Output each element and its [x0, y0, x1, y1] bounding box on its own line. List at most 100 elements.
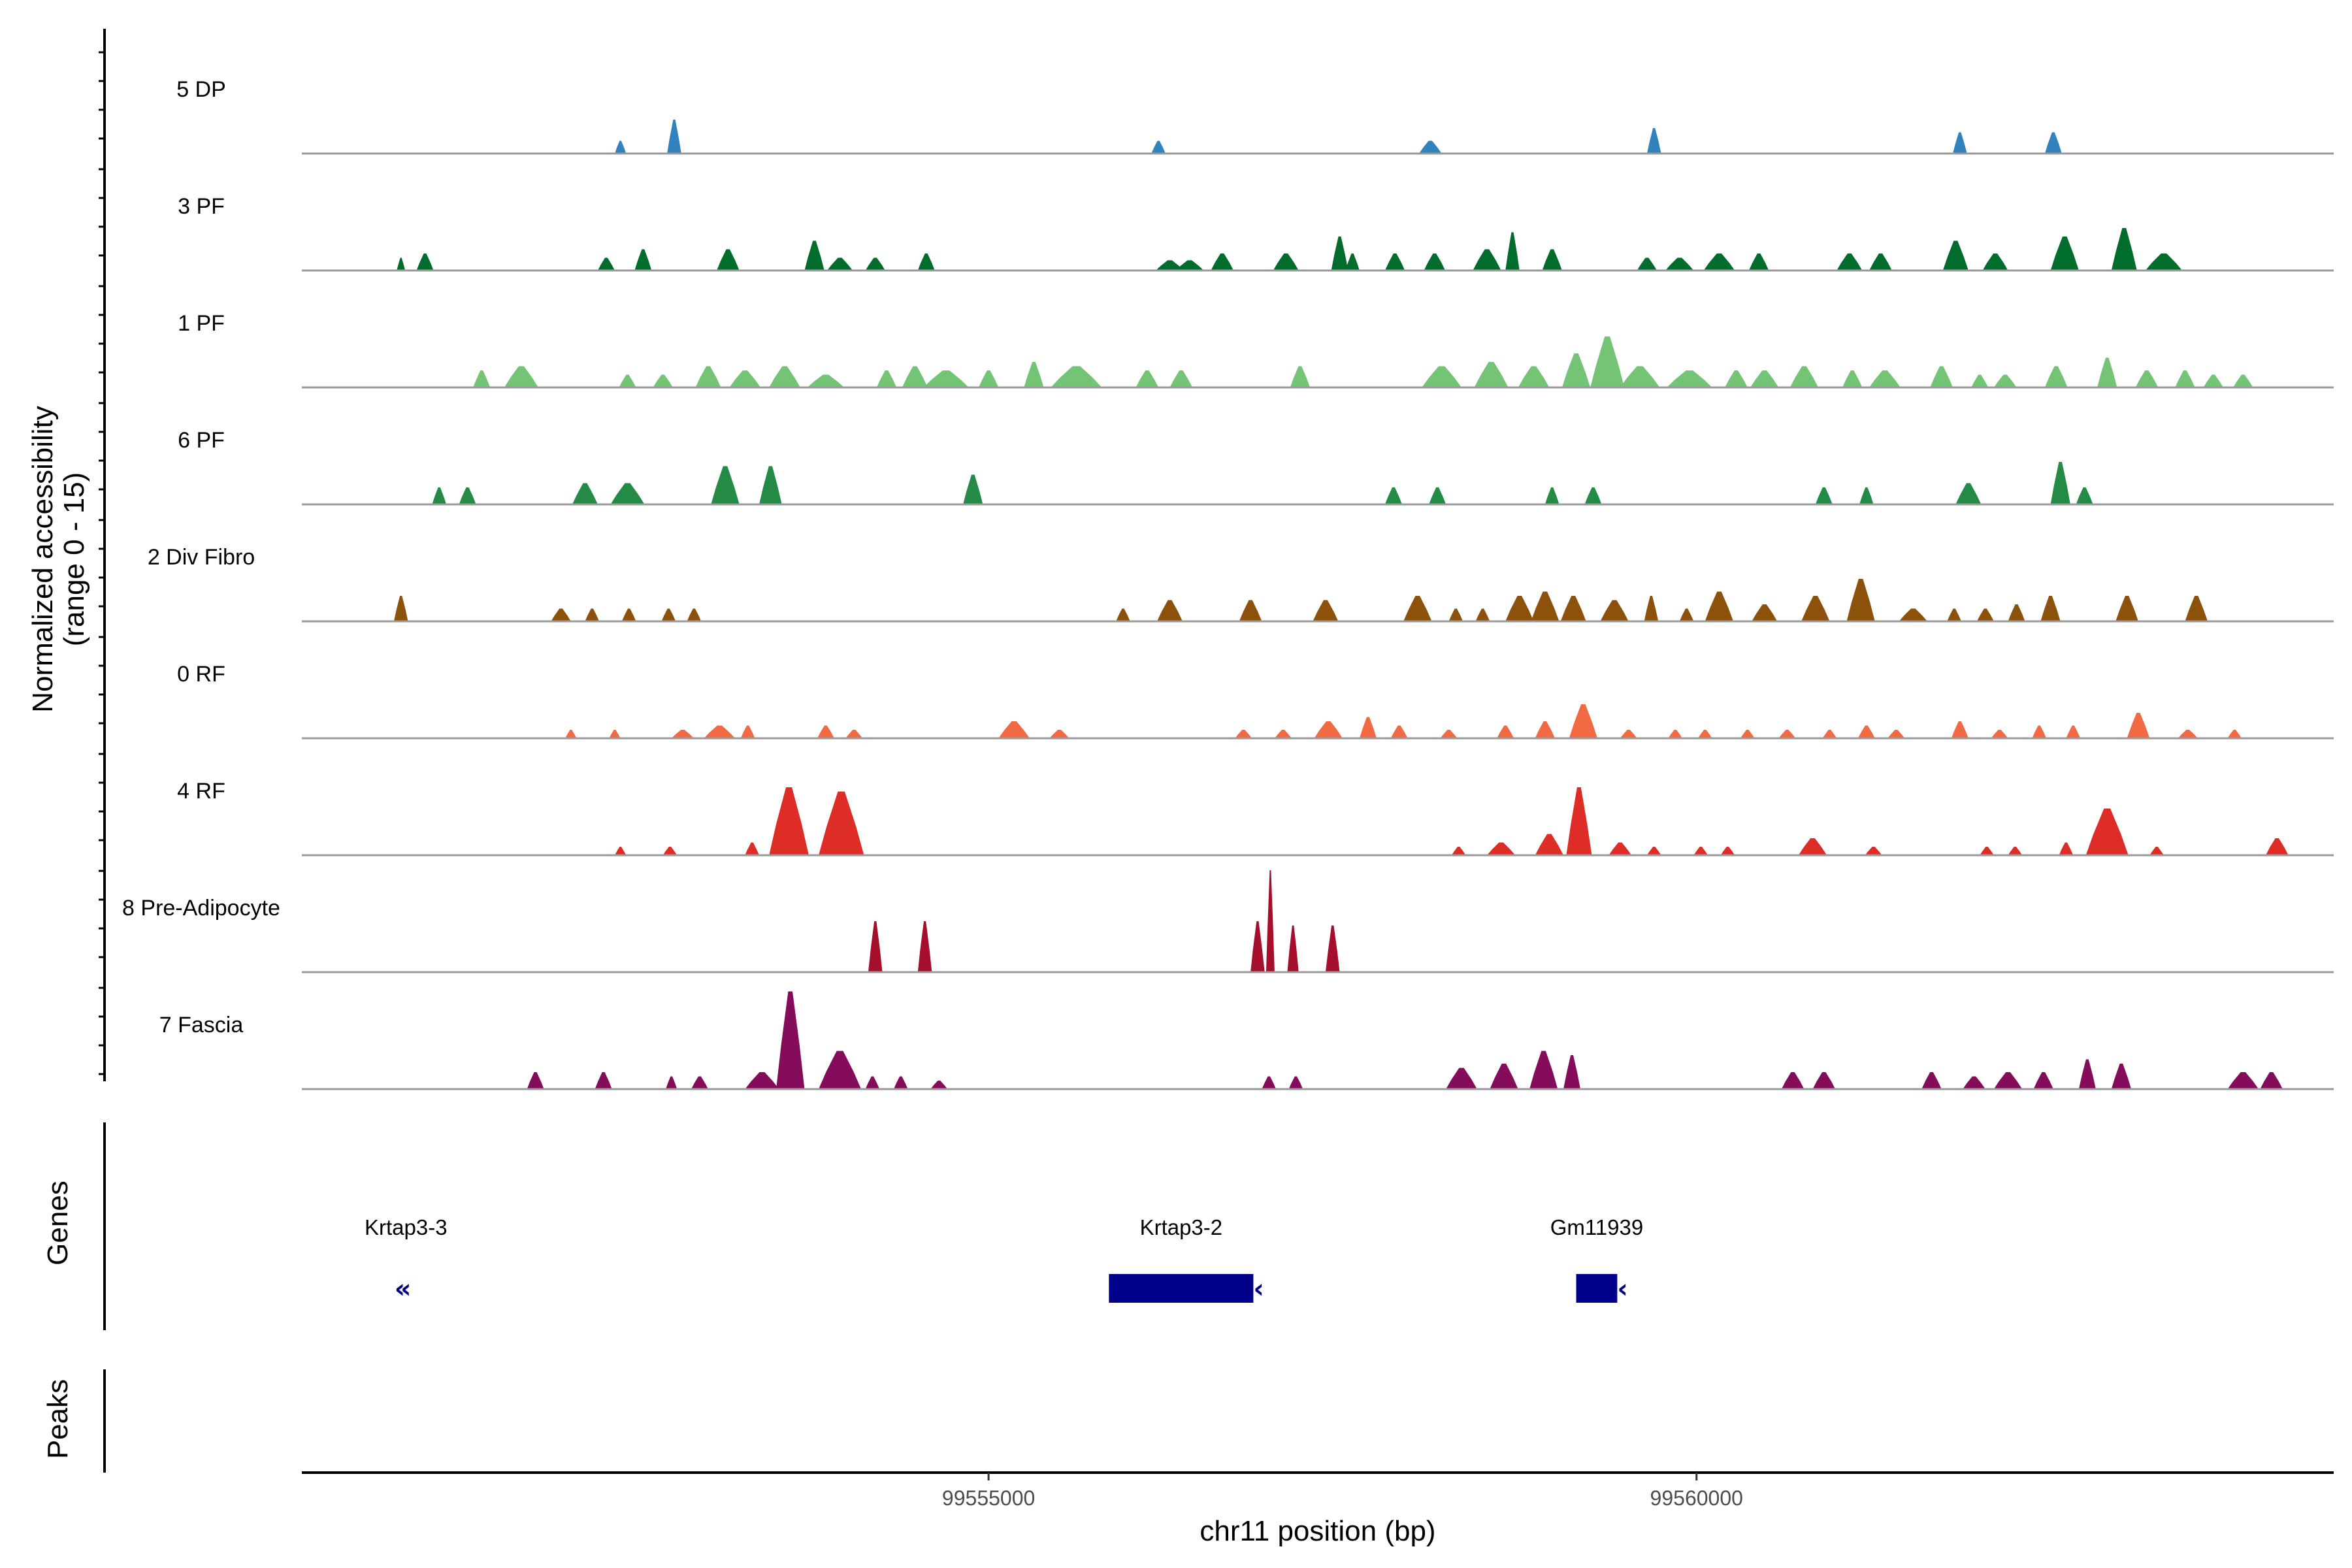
coverage-peak	[865, 257, 885, 270]
coverage-peak	[1314, 721, 1343, 738]
strand-arrow-icon: ‹	[1253, 1274, 1264, 1304]
x-tick-label: 99560000	[1650, 1486, 1743, 1510]
coverage-peak	[1542, 249, 1562, 270]
track-0-rf: 0 RF	[177, 662, 2334, 740]
coverage-peak	[1424, 253, 1446, 270]
coverage-peak	[1846, 579, 1875, 621]
coverage-peak	[1535, 834, 1563, 855]
coverage-peak	[1812, 1072, 1836, 1089]
coverage-peak	[1561, 353, 1591, 387]
coverage-peak	[1703, 253, 1735, 270]
coverage-peak	[1518, 366, 1550, 387]
coverage-peak	[1473, 249, 1501, 270]
coverage-peak	[1024, 362, 1044, 387]
coverage-peak	[1740, 730, 1755, 738]
coverage-peak	[2033, 1072, 2053, 1089]
coverage-peak	[807, 374, 845, 387]
coverage-peak	[1887, 730, 1905, 738]
coverage-peak	[1869, 370, 1901, 387]
coverage-peak	[397, 257, 406, 270]
coverage-peak	[1644, 596, 1659, 621]
coverage-peak	[1951, 721, 1968, 738]
gene-body	[1576, 1274, 1618, 1303]
gene-body	[1109, 1274, 1254, 1303]
coverage-peak	[1151, 140, 1166, 154]
coverage-peak	[711, 466, 740, 504]
coverage-peak	[1982, 253, 2008, 270]
coverage-peak	[2203, 374, 2223, 387]
coverage-peak	[2127, 713, 2150, 738]
coverage-peak	[717, 249, 740, 270]
coverage-peak	[769, 787, 809, 855]
coverage-peak	[504, 366, 538, 387]
coverage-peak	[2227, 1072, 2259, 1089]
coverage-peak	[695, 366, 721, 387]
coverage-peak	[1429, 487, 1446, 504]
track-6-pf: 6 PF	[178, 428, 2334, 506]
coverage-peak	[1440, 730, 1458, 738]
gene-label: Krtap3-2	[1140, 1215, 1223, 1239]
peaks-panel-title: Peaks	[42, 1379, 74, 1459]
coverage-peak	[1993, 1072, 2023, 1089]
genes-panel-title: Genes	[42, 1181, 74, 1266]
coverage-peak	[1955, 483, 1982, 504]
coverage-peak	[1490, 1064, 1518, 1089]
coverage-peak	[1403, 596, 1432, 621]
coverage-peak	[2178, 730, 2198, 738]
coverage-peak	[2227, 730, 2242, 738]
coverage-peak	[1584, 487, 1602, 504]
coverage-peak	[2233, 374, 2253, 387]
coverage-peak	[745, 1072, 779, 1089]
coverage-peak	[998, 721, 1030, 738]
coverage-peak	[845, 730, 863, 738]
coverage-peak	[621, 608, 636, 621]
coverage-peak	[1822, 730, 1837, 738]
gene-label: Gm11939	[1550, 1215, 1643, 1239]
coverage-peak	[817, 725, 834, 738]
track-label: 5 DP	[176, 77, 226, 102]
y-axis-title-line-2: (range 0 - 15)	[58, 472, 90, 647]
coverage-peak	[1869, 253, 1892, 270]
coverage-peak	[917, 253, 935, 270]
coverage-peak	[1390, 725, 1408, 738]
x-axis-title: chr11 position (bp)	[1200, 1515, 1435, 1547]
coverage-peak	[585, 608, 600, 621]
coverage-peak	[1529, 1051, 1558, 1089]
coverage-peak	[1331, 237, 1348, 270]
coverage-peak	[551, 608, 571, 621]
coverage-peak	[1963, 1076, 1985, 1089]
coverage-peak	[2097, 357, 2117, 387]
coverage-peak	[1345, 253, 1360, 270]
coverage-peak	[1859, 487, 1874, 504]
coverage-peak	[1505, 232, 1520, 270]
coverage-peak	[615, 140, 627, 154]
coverage-peak	[1725, 370, 1748, 387]
coverage-peak	[1980, 847, 1994, 855]
coverage-peak	[1921, 1072, 1942, 1089]
coverage-peak	[1250, 921, 1265, 972]
coverage-peak	[2111, 228, 2137, 270]
coverage-peak	[769, 366, 800, 387]
coverage-peak	[819, 1051, 862, 1089]
coverage-peak	[1359, 717, 1377, 738]
coverage-peak	[740, 725, 755, 738]
left-axes	[99, 29, 106, 1473]
gene-krtap3-3: « Krtap3-3	[365, 1215, 448, 1304]
track-1-pf: 1 PF	[178, 311, 2334, 389]
coverage-peak	[893, 1076, 908, 1089]
coverage-peak	[1544, 487, 1560, 504]
coverage-peak	[876, 370, 897, 387]
coverage-peak	[595, 1072, 612, 1089]
coverage-peak	[759, 466, 782, 504]
coverage-peak	[653, 374, 673, 387]
coverage-peak	[1422, 366, 1462, 387]
track-2-div-fibro: 2 Div Fibro	[148, 545, 2334, 623]
coverage-peak	[1287, 925, 1299, 972]
coverage-peak	[691, 1076, 708, 1089]
coverage-peak	[666, 1076, 678, 1089]
coverage-peak	[2115, 596, 2138, 621]
coverage-peak	[1560, 596, 1586, 621]
coverage-peak	[1778, 730, 1796, 738]
coverage-peak	[1953, 132, 1967, 154]
coverage-peak	[1705, 591, 1734, 621]
